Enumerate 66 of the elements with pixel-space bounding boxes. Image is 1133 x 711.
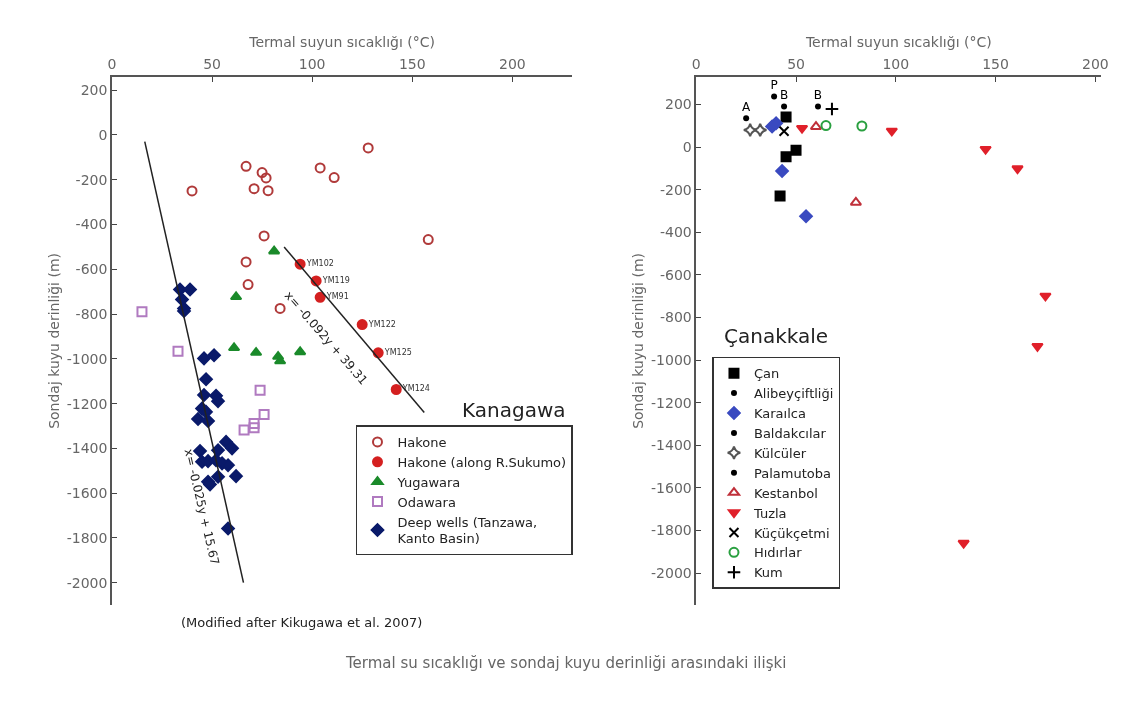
legend-label: Deep wells (Tanzawa, Kanto Basin)	[397, 514, 538, 547]
y-tick-label: -1200	[651, 394, 692, 411]
y-tick-label: -1800	[66, 529, 108, 546]
data-label: YM125	[383, 347, 412, 357]
legend-label: Odawara	[397, 494, 456, 510]
y-tick-label: 200	[80, 82, 108, 99]
legend-label: Palamutoba	[753, 465, 831, 481]
y-tick-label: -1800	[651, 522, 692, 539]
y-tick-label: -800	[659, 309, 692, 326]
legend-label: Baldakcılar	[753, 425, 827, 441]
text: Termal su sıcaklığı ve sondaj kuyu derinliği arasındaki ilişki	[345, 654, 787, 672]
y-tick-label: -200	[659, 181, 692, 198]
y-tick-label: -1400	[651, 437, 692, 454]
data-label: B	[813, 87, 823, 102]
y-tick-label: -1000	[651, 352, 692, 368]
y-tick-label: 0	[682, 138, 692, 155]
data-label: B	[779, 87, 789, 102]
legend-label: Alibeyçiftliği	[753, 386, 834, 402]
y-tick-label: 0	[98, 126, 108, 143]
y-tick-label: -1600	[651, 479, 692, 496]
y-tick-label: -200	[75, 171, 108, 188]
legend-label: Hakone	[397, 434, 447, 450]
y-tick-label: -600	[75, 261, 108, 278]
y-tick-label: -2000	[66, 574, 108, 591]
legend-label: Kestanbol	[753, 485, 818, 501]
legend-label: Küçükçetmi	[753, 525, 830, 541]
data-label: YM122	[367, 319, 396, 329]
legend-label: Yugawara	[396, 474, 461, 490]
legend-label: Tuzla	[752, 505, 787, 521]
x-axis-title: Termal suyun sıcaklığı (°C)	[248, 33, 436, 50]
x-tick-label: 150	[982, 56, 1009, 73]
legend-label: Külcüler	[753, 445, 807, 461]
x-tick-label: 150	[398, 56, 426, 73]
x-tick-label: 200	[1081, 56, 1109, 73]
y-tick-label: -600	[659, 266, 692, 283]
legend-label: Karaılca	[753, 406, 806, 422]
legend-label: Hıdırlar	[753, 545, 803, 561]
y-tick-label: -400	[659, 224, 692, 241]
text: (Modified after Kikugawa et al. 2007)	[181, 615, 423, 630]
y-tick-label: -1400	[66, 440, 108, 457]
x-tick-label: 100	[298, 56, 326, 73]
y-axis-title: Sondaj kuyu derinliği (m)	[630, 252, 647, 429]
text: Kanagawa	[462, 398, 566, 422]
x-axis-title: Termal suyun sıcaklığı (°C)	[804, 33, 992, 50]
annotation: x= -0.025y + 15.67	[181, 447, 222, 567]
data-label: YM91	[325, 292, 349, 302]
y-axis-title: Sondaj kuyu derinliği (m)	[45, 252, 62, 429]
y-tick-label: -1200	[66, 395, 108, 412]
legend-label: Hakone (along R.Sukumo)	[397, 454, 567, 470]
data-label: A	[742, 99, 752, 114]
y-tick-label: -400	[75, 216, 108, 233]
x-tick-label: 100	[882, 56, 910, 73]
data-label: P	[770, 77, 778, 92]
x-tick-label: 50	[787, 56, 805, 73]
y-tick-label: -1000	[66, 350, 108, 367]
text: Çanakkale	[724, 324, 829, 348]
y-tick-label: -1600	[66, 485, 108, 502]
y-tick-label: 200	[664, 96, 692, 113]
data-label: YM102	[305, 259, 334, 269]
x-tick-label: 200	[498, 56, 526, 73]
x-tick-label: 50	[203, 56, 221, 73]
data-label: YM119	[321, 275, 350, 285]
legend-label: Çan	[753, 366, 780, 382]
legend-label: Kum	[753, 565, 783, 581]
y-tick-label: -2000	[651, 565, 692, 582]
y-tick-label: -800	[75, 305, 108, 322]
